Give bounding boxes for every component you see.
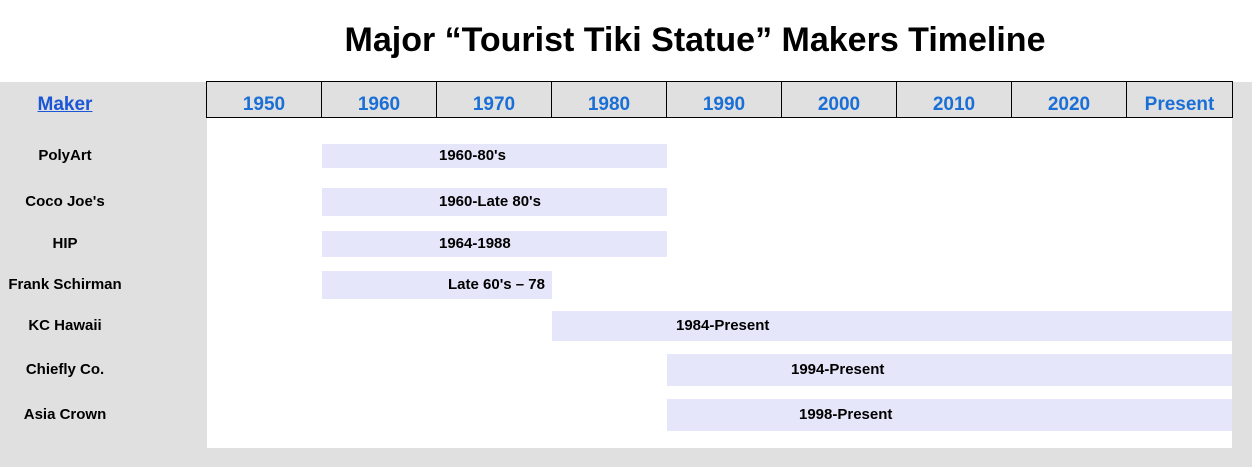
decade-header-2010: 2010 — [897, 82, 1012, 117]
decade-header-2020: 2020 — [1012, 82, 1127, 117]
timeline-bar — [322, 144, 667, 168]
timeline-bar-label: 1964-1988 — [439, 235, 511, 252]
timeline-bar — [667, 354, 1232, 386]
chart-title: Major “Tourist Tiki Statue” Makers Timel… — [344, 21, 1046, 59]
maker-label: HIP — [52, 235, 78, 252]
maker-column-header[interactable]: Maker — [37, 94, 93, 115]
decade-header-row: 1950 1960 1970 1980 1990 2000 2010 2020 Present — [206, 81, 1233, 118]
decade-header-1970: 1970 — [437, 82, 552, 117]
decade-header-1990: 1990 — [667, 82, 782, 117]
maker-label: Frank Schirman — [8, 276, 122, 293]
decade-header-2000: 2000 — [782, 82, 897, 117]
timeline-bar-label: Late 60's – 78 — [448, 276, 545, 293]
decade-header-present: Present — [1144, 94, 1215, 115]
maker-label: Asia Crown — [23, 406, 107, 423]
timeline-bar — [322, 188, 667, 216]
maker-label: Chiefly Co. — [25, 361, 105, 378]
timeline-bar-label: 1998-Present — [799, 406, 893, 423]
maker-label: PolyArt — [38, 147, 92, 164]
timeline-bar-label: 1994-Present — [791, 361, 885, 378]
timeline-bar — [322, 271, 552, 299]
maker-label: Coco Joe's — [25, 193, 105, 210]
timeline-bar — [322, 231, 667, 257]
decade-header-1980: 1980 — [552, 82, 667, 117]
timeline-bar — [667, 399, 1232, 431]
maker-label: KC Hawaii — [28, 317, 102, 334]
decade-header-1960: 1960 — [322, 82, 437, 117]
timeline-bar — [552, 311, 1232, 341]
timeline-bar-label: 1960-Late 80's — [439, 193, 541, 210]
decade-header-1950: 1950 — [207, 82, 322, 117]
timeline-bar-label: 1960-80's — [439, 147, 506, 164]
timeline-bar-label: 1984-Present — [676, 317, 770, 334]
